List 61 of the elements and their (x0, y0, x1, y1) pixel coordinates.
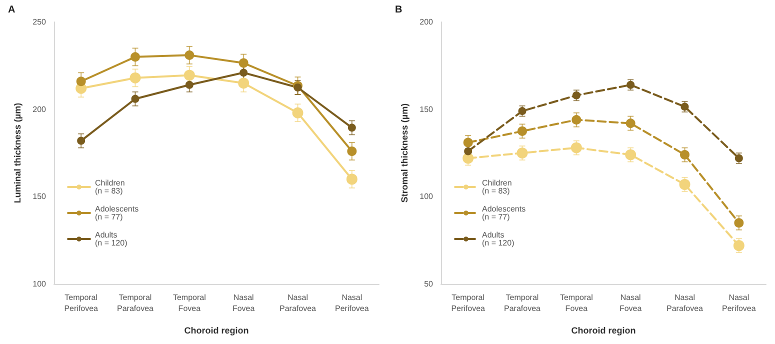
chart-title: A (8, 4, 16, 16)
legend-label: Adults (n = 120) (482, 230, 515, 248)
legend-label: Children (n = 83) (95, 178, 125, 196)
x-axis-title: Choroid region (571, 326, 636, 336)
x-tick-label: Temporal Fovea (172, 293, 206, 313)
point (347, 146, 357, 156)
x-tick-label: Nasal Fovea (232, 293, 256, 313)
point (572, 91, 580, 100)
point (346, 174, 358, 185)
point (184, 70, 195, 81)
point (348, 124, 356, 132)
legend-label: Adolescents (n = 77) (482, 204, 526, 222)
legend-label: Adults (n = 120) (95, 230, 128, 248)
x-tick-label: Nasal Parafovea (280, 293, 317, 313)
x-tick-label: Nasal Perifovea (722, 293, 756, 313)
point (626, 118, 636, 128)
point (464, 147, 472, 156)
point (76, 76, 86, 86)
y-tick-label: 250 (32, 18, 47, 26)
x-tick-label: Nasal Fovea (619, 293, 642, 313)
point (734, 218, 744, 228)
x-tick-label: Temporal Perifovea (64, 293, 99, 313)
point (130, 52, 140, 62)
x-tick-label: Nasal Parafovea (666, 293, 704, 313)
y-tick-label: 200 (420, 18, 434, 26)
point (518, 126, 527, 136)
point (680, 102, 689, 111)
legend-label: Children (n = 83) (482, 178, 512, 196)
point (516, 148, 528, 158)
chart-title: B (395, 4, 402, 16)
x-tick-label: Nasal Perifovea (335, 293, 370, 313)
y-tick-label: 100 (420, 192, 434, 202)
y-tick-label: 50 (424, 280, 434, 288)
point (238, 78, 250, 89)
point (185, 80, 194, 89)
point (572, 115, 582, 125)
x-tick-label: Temporal Fovea (560, 293, 594, 313)
point (240, 68, 248, 77)
x-tick-label: Temporal Parafovea (504, 293, 542, 313)
point (294, 84, 302, 92)
y-tick-label: 150 (420, 104, 434, 114)
point (626, 80, 635, 89)
y-axis-title: Luminal thickness (µm) (12, 102, 22, 204)
point (518, 107, 526, 116)
point (679, 178, 690, 190)
point (130, 72, 141, 84)
point (184, 50, 194, 60)
y-tick-label: 150 (32, 192, 47, 202)
x-axis-title: Choroid region (184, 326, 249, 336)
legend-label: Adolescents (n = 77) (95, 204, 139, 222)
point (77, 136, 86, 145)
point (131, 94, 140, 103)
y-axis-title: Stromal thickness (µm) (399, 103, 410, 203)
y-tick-label: 100 (32, 280, 47, 288)
x-tick-label: Temporal Parafovea (117, 293, 154, 313)
point (238, 58, 248, 68)
point (570, 142, 582, 154)
y-tick-label: 200 (32, 104, 47, 114)
x-tick-label: Temporal Perifovea (451, 293, 486, 313)
point (680, 150, 690, 160)
point (292, 107, 304, 118)
